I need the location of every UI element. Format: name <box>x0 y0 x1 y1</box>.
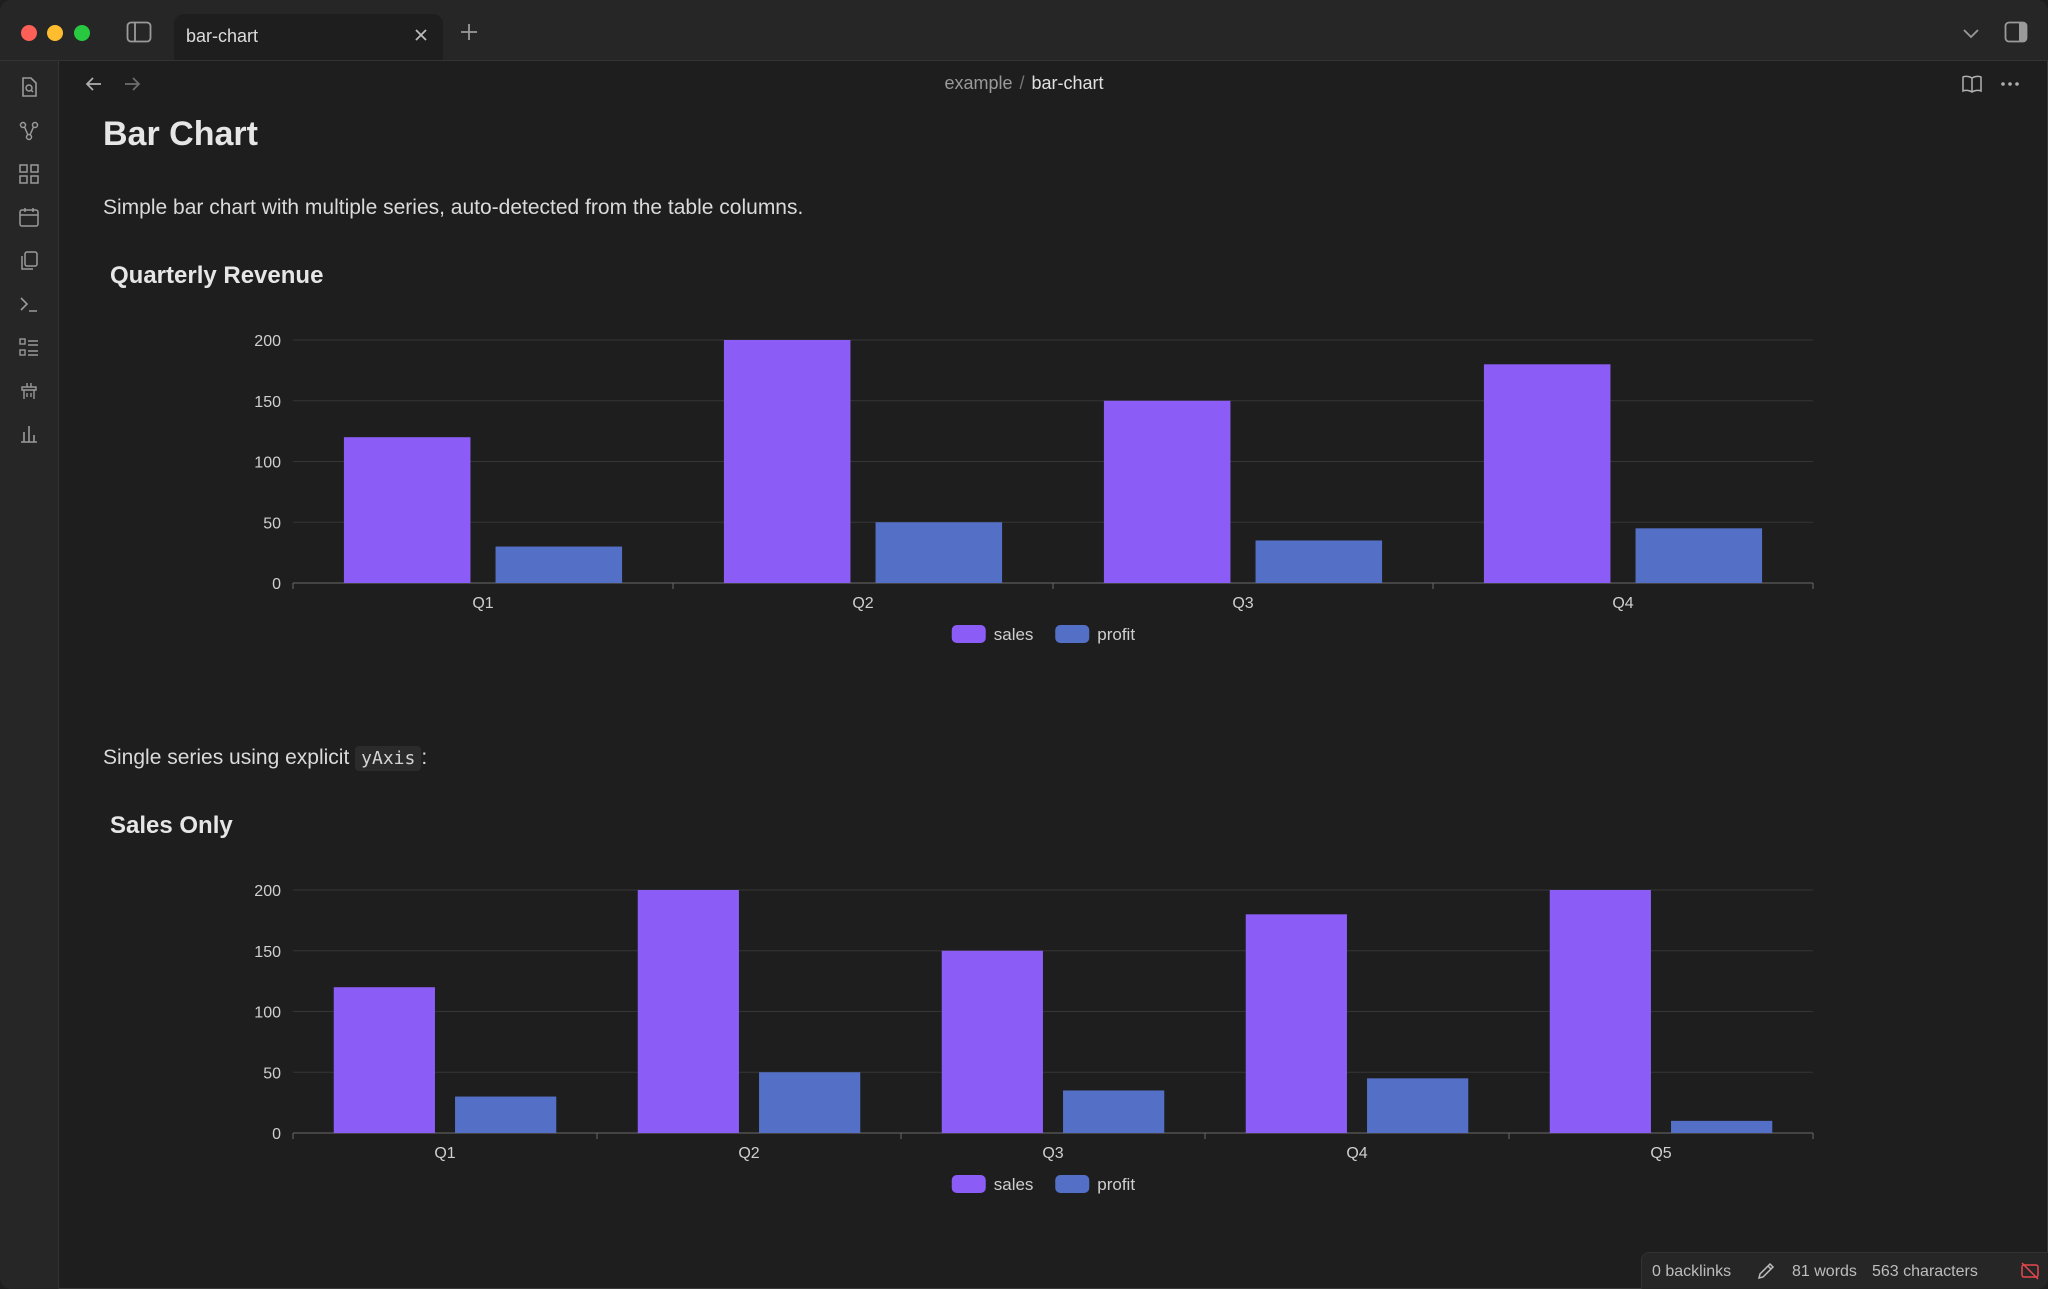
forward-arrow-icon[interactable] <box>120 72 144 96</box>
bar-profit-q4 <box>1367 1078 1469 1133</box>
copy-icon[interactable] <box>17 249 41 273</box>
sync-error-icon[interactable] <box>2020 1261 2040 1286</box>
close-icon[interactable] <box>411 25 431 45</box>
y-tick-label: 0 <box>272 576 281 593</box>
bar-profit-q3 <box>1255 540 1383 583</box>
canvas-icon[interactable] <box>17 162 41 186</box>
edit-pencil-icon[interactable] <box>1756 1261 1776 1286</box>
x-tick-label: Q2 <box>852 595 873 612</box>
backlinks-count[interactable]: 0 backlinks <box>1652 1263 1732 1280</box>
plugin-icon[interactable] <box>17 378 41 402</box>
bar-sales-q1 <box>333 987 435 1133</box>
y-tick-label: 200 <box>254 333 281 350</box>
legend-label-sales: sales <box>994 1175 1034 1194</box>
breadcrumb-parent[interactable]: example <box>944 73 1013 93</box>
y-tick-label: 50 <box>263 1065 281 1082</box>
single-series-prefix: Single series using explicit <box>103 746 350 769</box>
bar-sales-q3 <box>941 950 1043 1133</box>
chart-title-quarterly-revenue: Quarterly Revenue <box>110 262 324 289</box>
bar-sales-q4 <box>1245 914 1347 1133</box>
y-tick-label: 150 <box>254 394 281 411</box>
bar-sales-q5 <box>1549 890 1651 1133</box>
breadcrumb: example / bar-chart <box>0 73 2048 94</box>
bar-sales-q2 <box>723 340 851 583</box>
new-tab-icon[interactable] <box>458 21 480 43</box>
bar-profit-q4 <box>1635 528 1763 583</box>
y-tick-label: 100 <box>254 1005 281 1022</box>
bar-sales-q4 <box>1483 364 1611 583</box>
bar-sales-q3 <box>1103 400 1231 583</box>
bar-profit-q2 <box>759 1072 861 1133</box>
y-tick-label: 50 <box>263 515 281 532</box>
tab-label: bar-chart <box>186 26 259 46</box>
x-tick-label: Q1 <box>472 595 493 612</box>
word-count: 81 words <box>1792 1263 1857 1280</box>
right-sidebar-toggle-icon[interactable] <box>2003 20 2029 44</box>
legend-swatch-sales <box>951 625 986 643</box>
legend-label-profit: profit <box>1097 1175 1135 1194</box>
graph-view-icon[interactable] <box>17 119 41 143</box>
x-tick-label: Q3 <box>1042 1145 1063 1162</box>
search-file-icon[interactable] <box>17 75 41 99</box>
y-tick-label: 100 <box>254 455 281 472</box>
tab-bar-chart[interactable]: bar-chart <box>174 14 443 60</box>
bar-chart-quarterly-revenue: 0 50 100 150 200 Q1 Q2 Q3 Q4 sales profit <box>254 333 1814 644</box>
status-bar: 0 backlinks 81 words 563 characters <box>1641 1252 2048 1289</box>
back-arrow-icon[interactable] <box>82 72 106 96</box>
single-series-suffix: : <box>421 746 428 769</box>
y-tick-label: 200 <box>254 883 281 900</box>
y-tick-label: 150 <box>254 944 281 961</box>
intro-paragraph: Simple bar chart with multiple series, a… <box>103 196 804 219</box>
left-ribbon <box>0 61 59 1289</box>
y-tick-label: 0 <box>272 1126 281 1143</box>
x-tick-label: Q3 <box>1232 595 1253 612</box>
bar-profit-q2 <box>875 522 1003 583</box>
x-tick-label: Q1 <box>434 1145 455 1162</box>
chart-title-sales-only: Sales Only <box>110 812 233 839</box>
maximize-window-button[interactable] <box>74 25 90 41</box>
inline-code-yaxis: yAxis <box>355 746 422 771</box>
terminal-icon[interactable] <box>17 292 41 316</box>
reading-view-icon[interactable] <box>1960 72 1984 96</box>
x-tick-label: Q2 <box>738 1145 759 1162</box>
character-count: 563 characters <box>1872 1263 1978 1280</box>
close-window-button[interactable] <box>21 25 37 41</box>
more-options-icon[interactable] <box>1998 72 2022 96</box>
bar-profit-q5 <box>1671 1120 1773 1133</box>
legend-label-profit: profit <box>1097 625 1135 644</box>
x-tick-label: Q5 <box>1650 1145 1671 1162</box>
legend-swatch-profit <box>1055 625 1090 643</box>
single-series-paragraph: Single series using explicit yAxis: <box>103 746 428 771</box>
x-tick-label: Q4 <box>1612 595 1633 612</box>
calendar-icon[interactable] <box>17 205 41 229</box>
bar-sales-q1 <box>343 437 471 583</box>
bar-sales-q2 <box>637 890 739 1133</box>
bar-profit-q3 <box>1063 1090 1165 1133</box>
legend-label-sales: sales <box>994 625 1034 644</box>
legend-swatch-sales <box>951 1175 986 1193</box>
chevron-down-icon[interactable] <box>1960 22 1982 44</box>
bar-chart-sales-only: 0 50 100 150 200 Q1 Q2 Q3 Q4 Q5 sales profit <box>254 883 1814 1194</box>
page-title: Bar Chart <box>103 115 258 153</box>
x-tick-label: Q4 <box>1346 1145 1367 1162</box>
tab-bar: bar-chart <box>0 0 2048 61</box>
sidebar-toggle-icon[interactable] <box>126 20 152 44</box>
bar-profit-q1 <box>495 546 623 583</box>
minimize-window-button[interactable] <box>47 25 63 41</box>
list-icon[interactable] <box>17 335 41 359</box>
bar-chart-icon[interactable] <box>17 421 41 445</box>
breadcrumb-current[interactable]: bar-chart <box>1031 73 1104 93</box>
bar-profit-q1 <box>455 1096 557 1133</box>
legend-swatch-profit <box>1055 1175 1090 1193</box>
breadcrumb-separator: / <box>1019 73 1025 93</box>
